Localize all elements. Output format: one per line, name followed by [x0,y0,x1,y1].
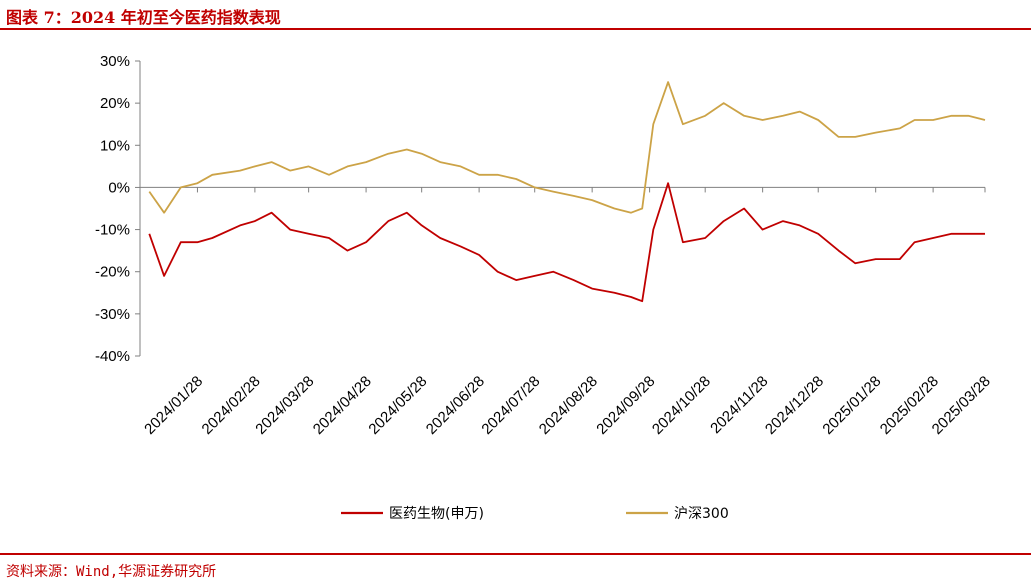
x-tick-label: 2024/07/28 [478,373,543,438]
y-tick-label: -10% [95,222,130,239]
y-tick-label: -30% [95,306,130,323]
source-rule [0,553,1031,555]
chart-series [148,81,986,303]
series-line-1 [148,182,985,303]
x-tick-label: 2025/01/28 [819,373,884,438]
legend-label-1: 医药生物(申万) [389,506,484,522]
y-tick-label: -20% [95,264,130,281]
x-tick-label: 2024/05/28 [365,373,430,438]
chart-axes: 30% 20% 10% 0% -10% -20% -30% -40% 2024/01/28 202… [95,53,994,438]
y-tick-label: 30% [100,53,130,70]
y-tick-label: 10% [100,137,130,154]
chart-title: 图表 7：2024 年初至今医药指数表现 [6,8,281,27]
x-tick-label: 2024/03/28 [252,373,317,438]
title-rule [0,28,1031,30]
x-tick-label: 2024/09/28 [593,373,658,438]
y-tick-label: 0% [108,179,130,196]
x-tick-label: 2024/10/28 [649,373,714,438]
x-tick-label: 2024/08/28 [536,373,601,438]
y-tick-label: 20% [100,95,130,112]
x-tick-label: 2024/04/28 [310,373,375,438]
chart-legend: 医药生物(申万) 沪深300 [341,506,729,522]
y-tick-label: -40% [95,348,130,365]
x-tick-label: 2024/11/28 [707,373,771,437]
legend-label-2: 沪深300 [674,506,729,522]
source-note: 资料来源：Wind,华源证券研究所 [6,564,217,580]
x-tick-label: 2024/01/28 [141,373,206,438]
series-line-2 [148,81,986,214]
x-tick-label: 2024/06/28 [423,373,488,438]
x-tick-label: 2024/12/28 [762,373,827,438]
